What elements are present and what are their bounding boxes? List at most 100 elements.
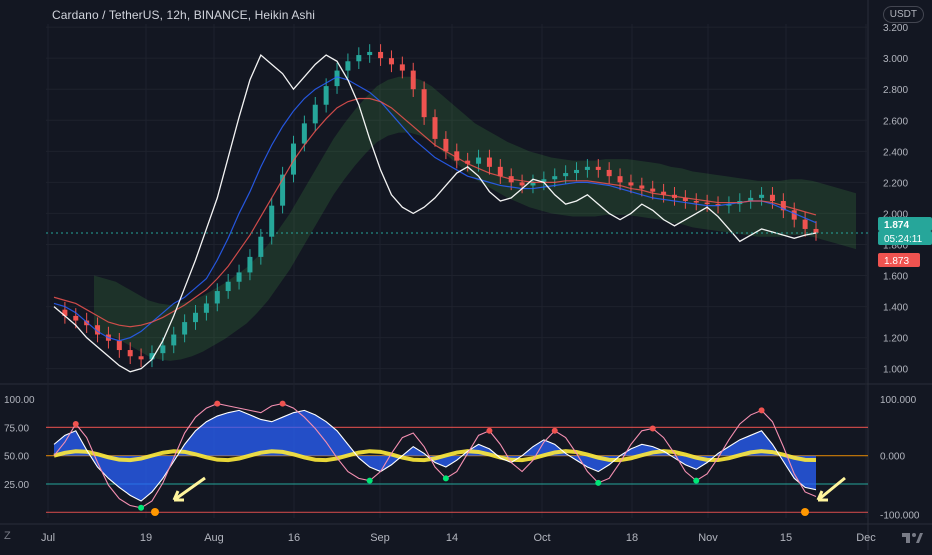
- osc-left-tick-label: 75.00: [4, 423, 29, 434]
- chart-title: Cardano / TetherUS, 12h, BINANCE, Heikin…: [52, 8, 316, 22]
- candle-body: [193, 312, 199, 323]
- prev-price-badge: [878, 252, 920, 267]
- time-tick-label: 16: [288, 532, 300, 544]
- price-tick-label: 1.600: [883, 272, 908, 283]
- ichimoku-cloud: [94, 76, 856, 361]
- candle-body: [650, 188, 656, 192]
- candle-body: [116, 340, 122, 351]
- time-tick-label: Oct: [533, 532, 550, 544]
- time-tick-label: Dec: [856, 532, 876, 544]
- candle-body: [769, 194, 775, 201]
- candle-body: [661, 191, 667, 195]
- candle-body: [160, 345, 166, 354]
- annotation-arrow-left: [172, 476, 206, 502]
- last-price-badge-text: 1.874: [884, 220, 909, 231]
- osc-trough-marker: [693, 477, 700, 484]
- osc-trough-marker: [442, 475, 449, 482]
- osc-line-series-0: [53, 409, 817, 502]
- osc-peak-marker: [486, 427, 493, 434]
- candle-body: [258, 236, 264, 257]
- candle-body: [541, 179, 547, 183]
- candle-body: [617, 176, 623, 183]
- time-tick-label: 15: [780, 532, 792, 544]
- candle-body: [693, 201, 699, 203]
- price-tick-label: 2.000: [883, 209, 908, 220]
- last-price-badge: [878, 216, 932, 231]
- osc-area-fill: [54, 410, 816, 502]
- candle-body: [748, 197, 754, 201]
- osc-mid-ribbon: [53, 449, 817, 463]
- candle-body: [497, 166, 503, 177]
- annotation-arrow-right: [816, 476, 846, 502]
- osc-trough-marker: [366, 477, 373, 484]
- candle-body: [726, 204, 732, 206]
- price-tick-label: 2.400: [883, 147, 908, 158]
- time-tick-label: Sep: [370, 532, 390, 544]
- timezone-z-button[interactable]: Z: [4, 530, 11, 542]
- osc-peak-marker: [214, 400, 221, 407]
- candle-body: [312, 104, 318, 124]
- osc-left-tick-label: 25.00: [4, 480, 29, 491]
- candle-body: [563, 173, 569, 177]
- candle-body: [519, 182, 525, 186]
- osc-peak-marker: [551, 427, 558, 434]
- candle-body: [399, 64, 405, 71]
- candle-body: [73, 315, 79, 321]
- candle-body: [290, 143, 296, 175]
- candle-body: [465, 160, 471, 164]
- price-tick-label: 1.400: [883, 303, 908, 314]
- candle-body: [138, 356, 144, 360]
- candle-body: [203, 303, 209, 313]
- candle-body: [759, 194, 765, 198]
- price-line-series-1: [53, 76, 817, 342]
- candle-body: [476, 157, 482, 164]
- currency-badge[interactable]: USDT: [882, 6, 924, 23]
- candle-body: [574, 169, 580, 174]
- candle-body: [388, 58, 394, 65]
- candle-body: [682, 197, 688, 201]
- candle-body: [171, 334, 177, 346]
- osc-peak-marker: [72, 420, 79, 427]
- candle-body: [584, 166, 590, 170]
- osc-right-tick-label: 100.000: [880, 395, 917, 406]
- axis-labels: 3.200 3.000 2.800 2.600 2.400 2.200 2.000 1.800…: [4, 23, 920, 544]
- candle-body: [280, 174, 286, 206]
- candle-body: [334, 70, 340, 87]
- price-tick-label: 2.200: [883, 178, 908, 189]
- osc-signal-dot: [151, 508, 159, 516]
- oscillator-layer: [46, 400, 868, 516]
- candle-body: [443, 138, 449, 152]
- osc-peak-marker: [279, 400, 286, 407]
- osc-left-tick-label: 50.00: [4, 452, 29, 463]
- candle-body: [606, 169, 612, 177]
- candle-body: [595, 166, 601, 170]
- osc-signal-dot: [801, 508, 809, 516]
- osc-left-tick-label: 100.00: [4, 395, 35, 406]
- candle-body: [95, 325, 101, 335]
- time-tick-label: Aug: [204, 532, 224, 544]
- candle-body: [367, 51, 373, 56]
- candle-body: [62, 309, 68, 316]
- candle-body: [530, 182, 536, 186]
- candle-body: [552, 176, 558, 180]
- candle-body: [802, 219, 808, 229]
- candle-body: [454, 151, 460, 161]
- time-tick-label: Jul: [41, 532, 55, 544]
- price-line-series-2: [53, 97, 817, 328]
- candle-body: [791, 210, 797, 220]
- countdown-badge-text: 05:24:11: [884, 234, 923, 245]
- osc-peak-marker: [758, 407, 765, 414]
- osc-right-tick-label: 0.000: [880, 452, 905, 463]
- time-tick-label: 19: [140, 532, 152, 544]
- candle-body: [486, 157, 492, 167]
- candle-body: [247, 256, 253, 273]
- osc-trough-marker: [595, 479, 602, 486]
- candle-body: [813, 228, 819, 233]
- time-tick-label: 18: [626, 532, 638, 544]
- countdown-badge: [878, 230, 932, 245]
- candle-body: [323, 86, 329, 105]
- candle-body: [345, 61, 351, 71]
